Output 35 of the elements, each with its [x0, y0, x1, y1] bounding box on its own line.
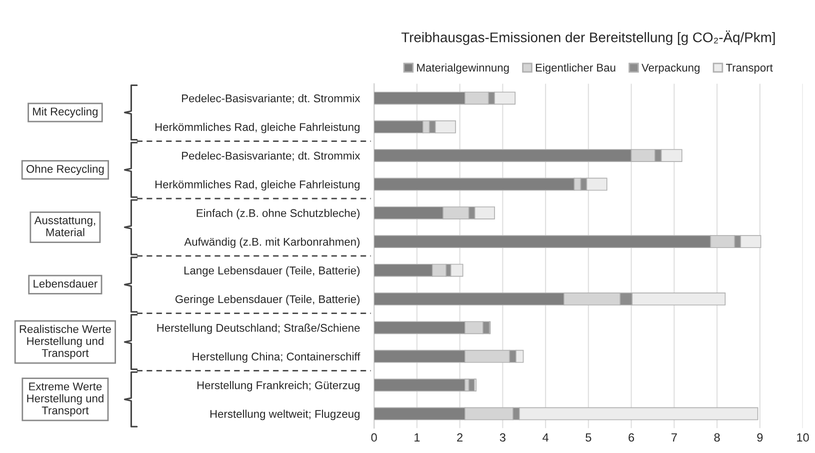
chart-title: Treibhausgas-Emissionen der Bereitstellung [g CO₂-Äq/Pkm] — [401, 30, 775, 46]
x-tick-label: 4 — [542, 433, 548, 442]
x-tick-label: 0 — [371, 433, 377, 442]
x-tick-label: 9 — [757, 433, 763, 442]
x-tick-label: 3 — [500, 433, 506, 442]
y-tick-label: Pedelec-Basisvariante; dt. Strommix — [182, 94, 360, 104]
x-tick-label: 8 — [714, 433, 720, 442]
x-tick-label: 1 — [414, 433, 420, 442]
legend-label: Verpackung — [642, 63, 700, 74]
bar — [374, 378, 466, 392]
y-tick-label: Aufwändig (z.B. mit Karbonrahmen) — [184, 238, 360, 248]
legend-label: Transport — [726, 64, 773, 74]
y-tick-label: Einfach (z.B. ohne Schutzbleche) — [196, 208, 360, 220]
y-tick-label: Lange Lebensdauer (Teile, Batterie) — [184, 266, 360, 277]
text: Mit Recycling — [33, 107, 98, 118]
y-tick-label: Herkömmliches Rad, gleiche Fahrleistung — [155, 180, 360, 191]
y-tick-label: Herstellung China; Containerschiff — [192, 352, 360, 363]
x-tick-label: 10 — [797, 433, 809, 442]
y-tick-label: Herstellung Deutschland; Straße/Schiene — [157, 324, 360, 334]
y-tick-label: Herstellung Frankreich; Güterzug — [197, 381, 360, 392]
x-tick-label: 5 — [586, 433, 592, 442]
text: Lebensdauer — [34, 279, 98, 288]
text: Realistische Werte Herstellung und Transport — [20, 324, 111, 360]
y-tick-label: Pedelec-Basisvariante; dt. Strommix — [182, 152, 360, 161]
text: Ausstattung, Material — [34, 216, 96, 236]
legend-label: Materialgewinnung — [417, 63, 509, 74]
x-tick-label: 2 — [457, 433, 463, 442]
y-tick-label: Herkömmliches Rad, gleiche Fahrleistung — [155, 122, 360, 134]
y-tick-label: Herstellung weltweit; Flugzeug — [210, 410, 360, 420]
text: Ohne Recycling — [26, 164, 104, 176]
y-tick-label: Geringe Lebensdauer (Teile, Batterie) — [175, 294, 360, 306]
text: Extreme Werte Herstellung und Transport — [27, 382, 104, 417]
legend-label: Eigentlicher Bau — [536, 63, 616, 74]
x-tick-label: 7 — [671, 433, 677, 442]
x-tick-label: 6 — [628, 433, 634, 442]
